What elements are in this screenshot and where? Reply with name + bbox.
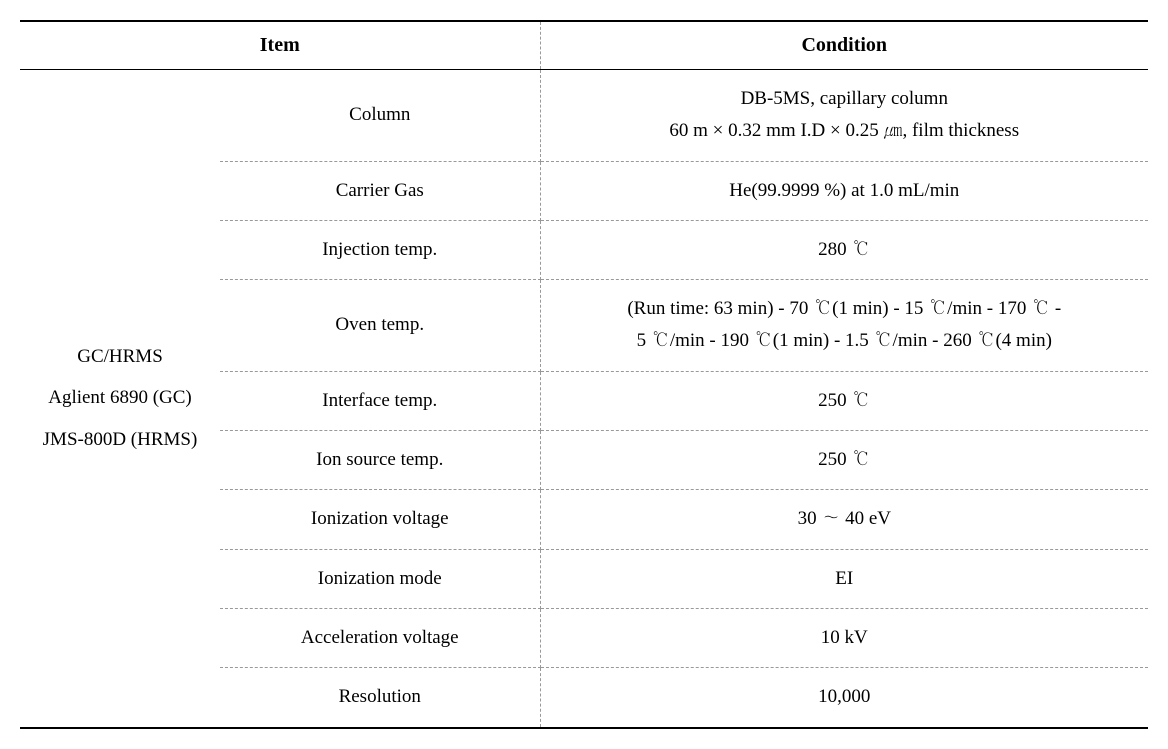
equipment-cell: GC/HRMS Aglient 6890 (GC) JMS-800D (HRMS… xyxy=(20,70,220,728)
conditions-table-wrap: Item Condition GC/HRMS Aglient 6890 (GC)… xyxy=(20,20,1148,729)
header-row: Item Condition xyxy=(20,21,1148,70)
cond-cell: 10 kV xyxy=(540,608,1148,667)
cond-line: 60 m × 0.32 mm I.D × 0.25 ㎛, film thickn… xyxy=(549,115,1141,147)
header-condition: Condition xyxy=(540,21,1148,70)
param-cell: Interface temp. xyxy=(220,371,540,430)
cond-cell: 250 ℃ xyxy=(540,431,1148,490)
equipment-line: GC/HRMS xyxy=(28,336,212,378)
cond-line: DB-5MS, capillary column xyxy=(549,83,1141,115)
param-cell: Oven temp. xyxy=(220,280,540,372)
cond-cell: 30 ∼ 40 eV xyxy=(540,490,1148,549)
equipment-line: Aglient 6890 (GC) xyxy=(28,377,212,419)
param-cell: Column xyxy=(220,70,540,161)
cond-cell: EI xyxy=(540,549,1148,608)
cond-cell: He(99.9999 %) at 1.0 mL/min xyxy=(540,161,1148,220)
param-cell: Resolution xyxy=(220,668,540,728)
cond-line: (Run time: 63 min) - 70 ℃(1 min) - 15 ℃/… xyxy=(549,293,1141,325)
param-cell: Acceleration voltage xyxy=(220,608,540,667)
cond-cell: 280 ℃ xyxy=(540,220,1148,279)
cond-cell: 250 ℃ xyxy=(540,371,1148,430)
equipment-line: JMS-800D (HRMS) xyxy=(28,419,212,461)
conditions-table: Item Condition GC/HRMS Aglient 6890 (GC)… xyxy=(20,20,1148,729)
param-cell: Ion source temp. xyxy=(220,431,540,490)
header-item: Item xyxy=(20,21,540,70)
param-cell: Injection temp. xyxy=(220,220,540,279)
param-cell: Ionization mode xyxy=(220,549,540,608)
table-row: GC/HRMS Aglient 6890 (GC) JMS-800D (HRMS… xyxy=(20,70,1148,161)
param-cell: Carrier Gas xyxy=(220,161,540,220)
cond-cell: DB-5MS, capillary column 60 m × 0.32 mm … xyxy=(540,70,1148,161)
cond-line: 5 ℃/min - 190 ℃(1 min) - 1.5 ℃/min - 260… xyxy=(549,325,1141,357)
cond-cell: (Run time: 63 min) - 70 ℃(1 min) - 15 ℃/… xyxy=(540,280,1148,372)
cond-cell: 10,000 xyxy=(540,668,1148,728)
param-cell: Ionization voltage xyxy=(220,490,540,549)
